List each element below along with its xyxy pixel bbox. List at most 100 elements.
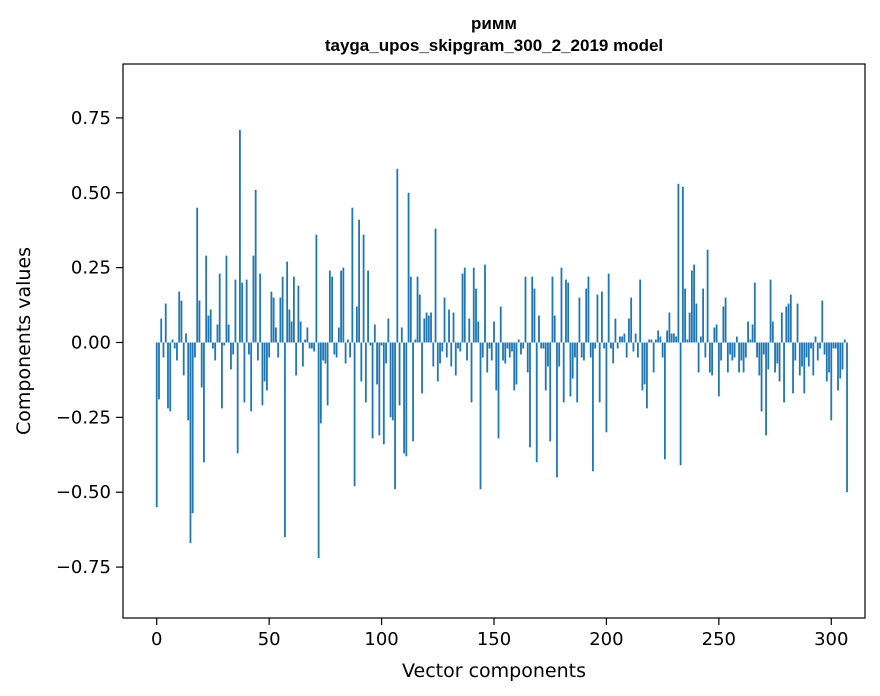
- bar-304: [839, 342, 842, 379]
- bar-163: [522, 342, 525, 349]
- bar-239: [693, 264, 696, 343]
- bar-207: [621, 336, 624, 343]
- bar-203: [612, 342, 615, 364]
- bar-243: [702, 288, 705, 343]
- y-tick-label: 0.50: [71, 183, 111, 204]
- bar-253: [724, 297, 727, 343]
- bar-121: [427, 315, 430, 343]
- bar-208: [623, 333, 626, 343]
- bar-148: [488, 342, 491, 349]
- bar-230: [672, 333, 675, 343]
- bar-48: [263, 342, 266, 382]
- bar-201: [607, 273, 610, 343]
- bar-145: [481, 342, 484, 358]
- bar-181: [562, 342, 565, 403]
- chart-subtitle: tayga_upos_skipgram_300_2_2019 model: [325, 36, 663, 55]
- bar-104: [389, 342, 392, 418]
- bar-276: [776, 342, 779, 364]
- bar-187: [576, 342, 579, 403]
- bar-231: [675, 336, 678, 343]
- bar-250: [717, 342, 720, 397]
- x-tick-label: 300: [814, 629, 848, 650]
- bar-61: [292, 276, 295, 343]
- bar-295: [819, 342, 821, 349]
- bar-12: [182, 342, 185, 376]
- bar-105: [391, 342, 394, 421]
- bar-247: [711, 342, 713, 376]
- bar-266: [753, 282, 756, 343]
- bar-57: [283, 342, 286, 538]
- bar-157: [508, 342, 511, 358]
- bar-204: [614, 318, 617, 343]
- bar-21: [203, 342, 205, 463]
- bar-301: [832, 342, 835, 349]
- bar-265: [751, 324, 754, 343]
- bar-134: [457, 342, 459, 349]
- y-tick-label: −0.75: [56, 557, 111, 578]
- bar-263: [747, 321, 749, 343]
- x-tick-label: 50: [258, 629, 281, 650]
- bar-252: [722, 306, 725, 343]
- bar-189: [580, 342, 583, 358]
- bar-34: [232, 342, 235, 355]
- bar-280: [785, 306, 788, 343]
- bar-5: [167, 342, 169, 409]
- bar-168: [533, 288, 536, 343]
- bar-170: [538, 315, 540, 343]
- bar-15: [189, 342, 192, 544]
- bar-209: [625, 342, 628, 358]
- bar-161: [517, 339, 520, 343]
- bar-27: [216, 324, 219, 343]
- bar-106: [394, 342, 396, 490]
- bar-258: [735, 336, 738, 343]
- bar-260: [740, 342, 743, 361]
- bar-72: [317, 342, 320, 559]
- bar-39: [243, 342, 246, 403]
- bar-156: [506, 342, 509, 349]
- bar-257: [733, 342, 736, 358]
- bar-184: [569, 342, 572, 397]
- bar-285: [796, 303, 799, 343]
- bar-288: [803, 342, 806, 394]
- bar-35: [234, 279, 237, 343]
- bar-185: [571, 342, 574, 379]
- bar-178: [556, 342, 558, 478]
- bar-264: [749, 339, 752, 343]
- bar-282: [789, 294, 792, 343]
- bar-248: [713, 327, 716, 343]
- bar-82: [340, 270, 342, 343]
- bar-158: [511, 342, 513, 352]
- bar-179: [558, 342, 561, 367]
- bar-292: [812, 342, 815, 376]
- bar-101: [382, 342, 385, 445]
- bar-171: [540, 342, 543, 349]
- bar-97: [373, 324, 376, 343]
- bar-268: [758, 342, 761, 376]
- bar-133: [454, 342, 457, 376]
- y-axis-label: Components values: [13, 247, 35, 435]
- bar-249: [715, 324, 718, 343]
- bar-188: [578, 297, 581, 343]
- bar-126: [439, 342, 441, 364]
- bar-19: [198, 300, 201, 343]
- bar-59: [288, 309, 291, 343]
- bar-128: [443, 297, 446, 343]
- bar-284: [794, 342, 797, 361]
- y-tick-label: 0.75: [71, 108, 111, 129]
- bar-172: [542, 342, 545, 349]
- bar-66: [304, 339, 307, 343]
- y-tick-label: 0.25: [71, 258, 111, 279]
- bar-151: [495, 342, 498, 391]
- bar-205: [616, 342, 619, 349]
- bar-237: [688, 312, 691, 343]
- bar-43: [252, 255, 255, 343]
- bar-130: [448, 309, 450, 343]
- bar-13: [185, 333, 187, 343]
- bar-71: [315, 234, 318, 343]
- bar-217: [643, 342, 646, 385]
- bar-210: [628, 318, 630, 343]
- bar-108: [398, 342, 401, 406]
- bar-191: [585, 288, 588, 343]
- bar-78: [331, 276, 334, 343]
- bar-111: [405, 342, 408, 457]
